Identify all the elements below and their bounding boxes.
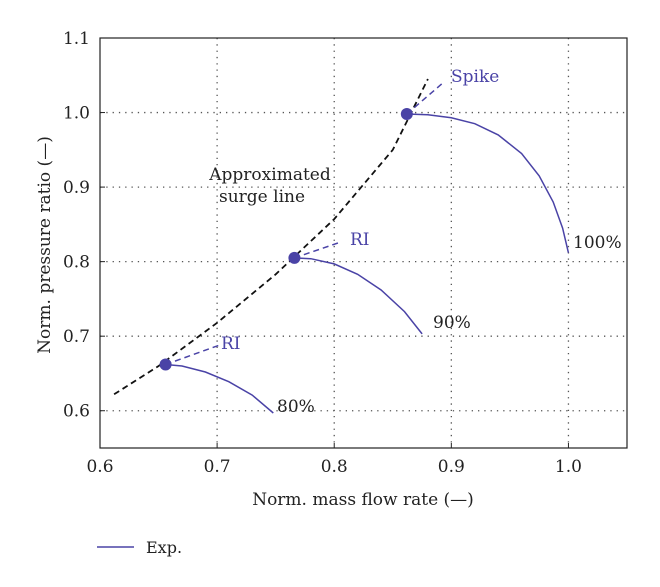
x-axis-label: Norm. mass flow rate (—) [252,490,474,510]
x-tick-label: 0.9 [438,457,465,477]
series-layer [113,78,570,414]
y-tick-label: 0.8 [63,253,90,273]
annotation-ri-80: RI [221,334,241,354]
stall-point-0 [400,108,413,121]
y-tick-label: 0.6 [63,402,90,422]
y-tick-label: 1.1 [63,29,90,49]
annotation-surge-line-2: surge line [219,187,305,207]
annotation-spike: Spike [451,67,499,87]
y-tick-label: 1.0 [63,104,90,124]
annotation-ri-90: RI [350,230,370,250]
x-tick-label: 1.0 [555,457,582,477]
y-tick-label: 0.9 [63,178,90,198]
x-tick-label: 0.8 [321,457,348,477]
x-tick-label: 0.7 [204,457,231,477]
y-tick-label: 0.7 [63,327,90,347]
speed-line-100 [406,113,570,253]
onset-line-0 [406,82,444,115]
speed-line-80 [165,363,274,414]
stall-point-1 [288,251,301,264]
onset-line-1 [294,241,341,259]
speed-line-90 [294,257,423,335]
annotation-label-90: 90% [433,313,471,333]
annotation-surge-line-1: Approximated [208,165,331,185]
legend: Exp. [97,538,182,557]
x-tick-label: 0.6 [86,457,113,477]
y-axis-label: Norm. pressure ratio (—) [35,136,55,354]
stall-point-2 [159,358,172,371]
plot-frame [99,37,628,449]
annotation-label-100: 100% [573,233,622,253]
legend-label-exp: Exp. [146,538,182,557]
axis-ticks: 0.6 0.7 0.8 0.9 1.0 0.6 0.7 0.8 0.9 1.0 1.1 [63,29,582,477]
surge-line [113,78,429,396]
annotation-label-80: 80% [277,397,315,417]
